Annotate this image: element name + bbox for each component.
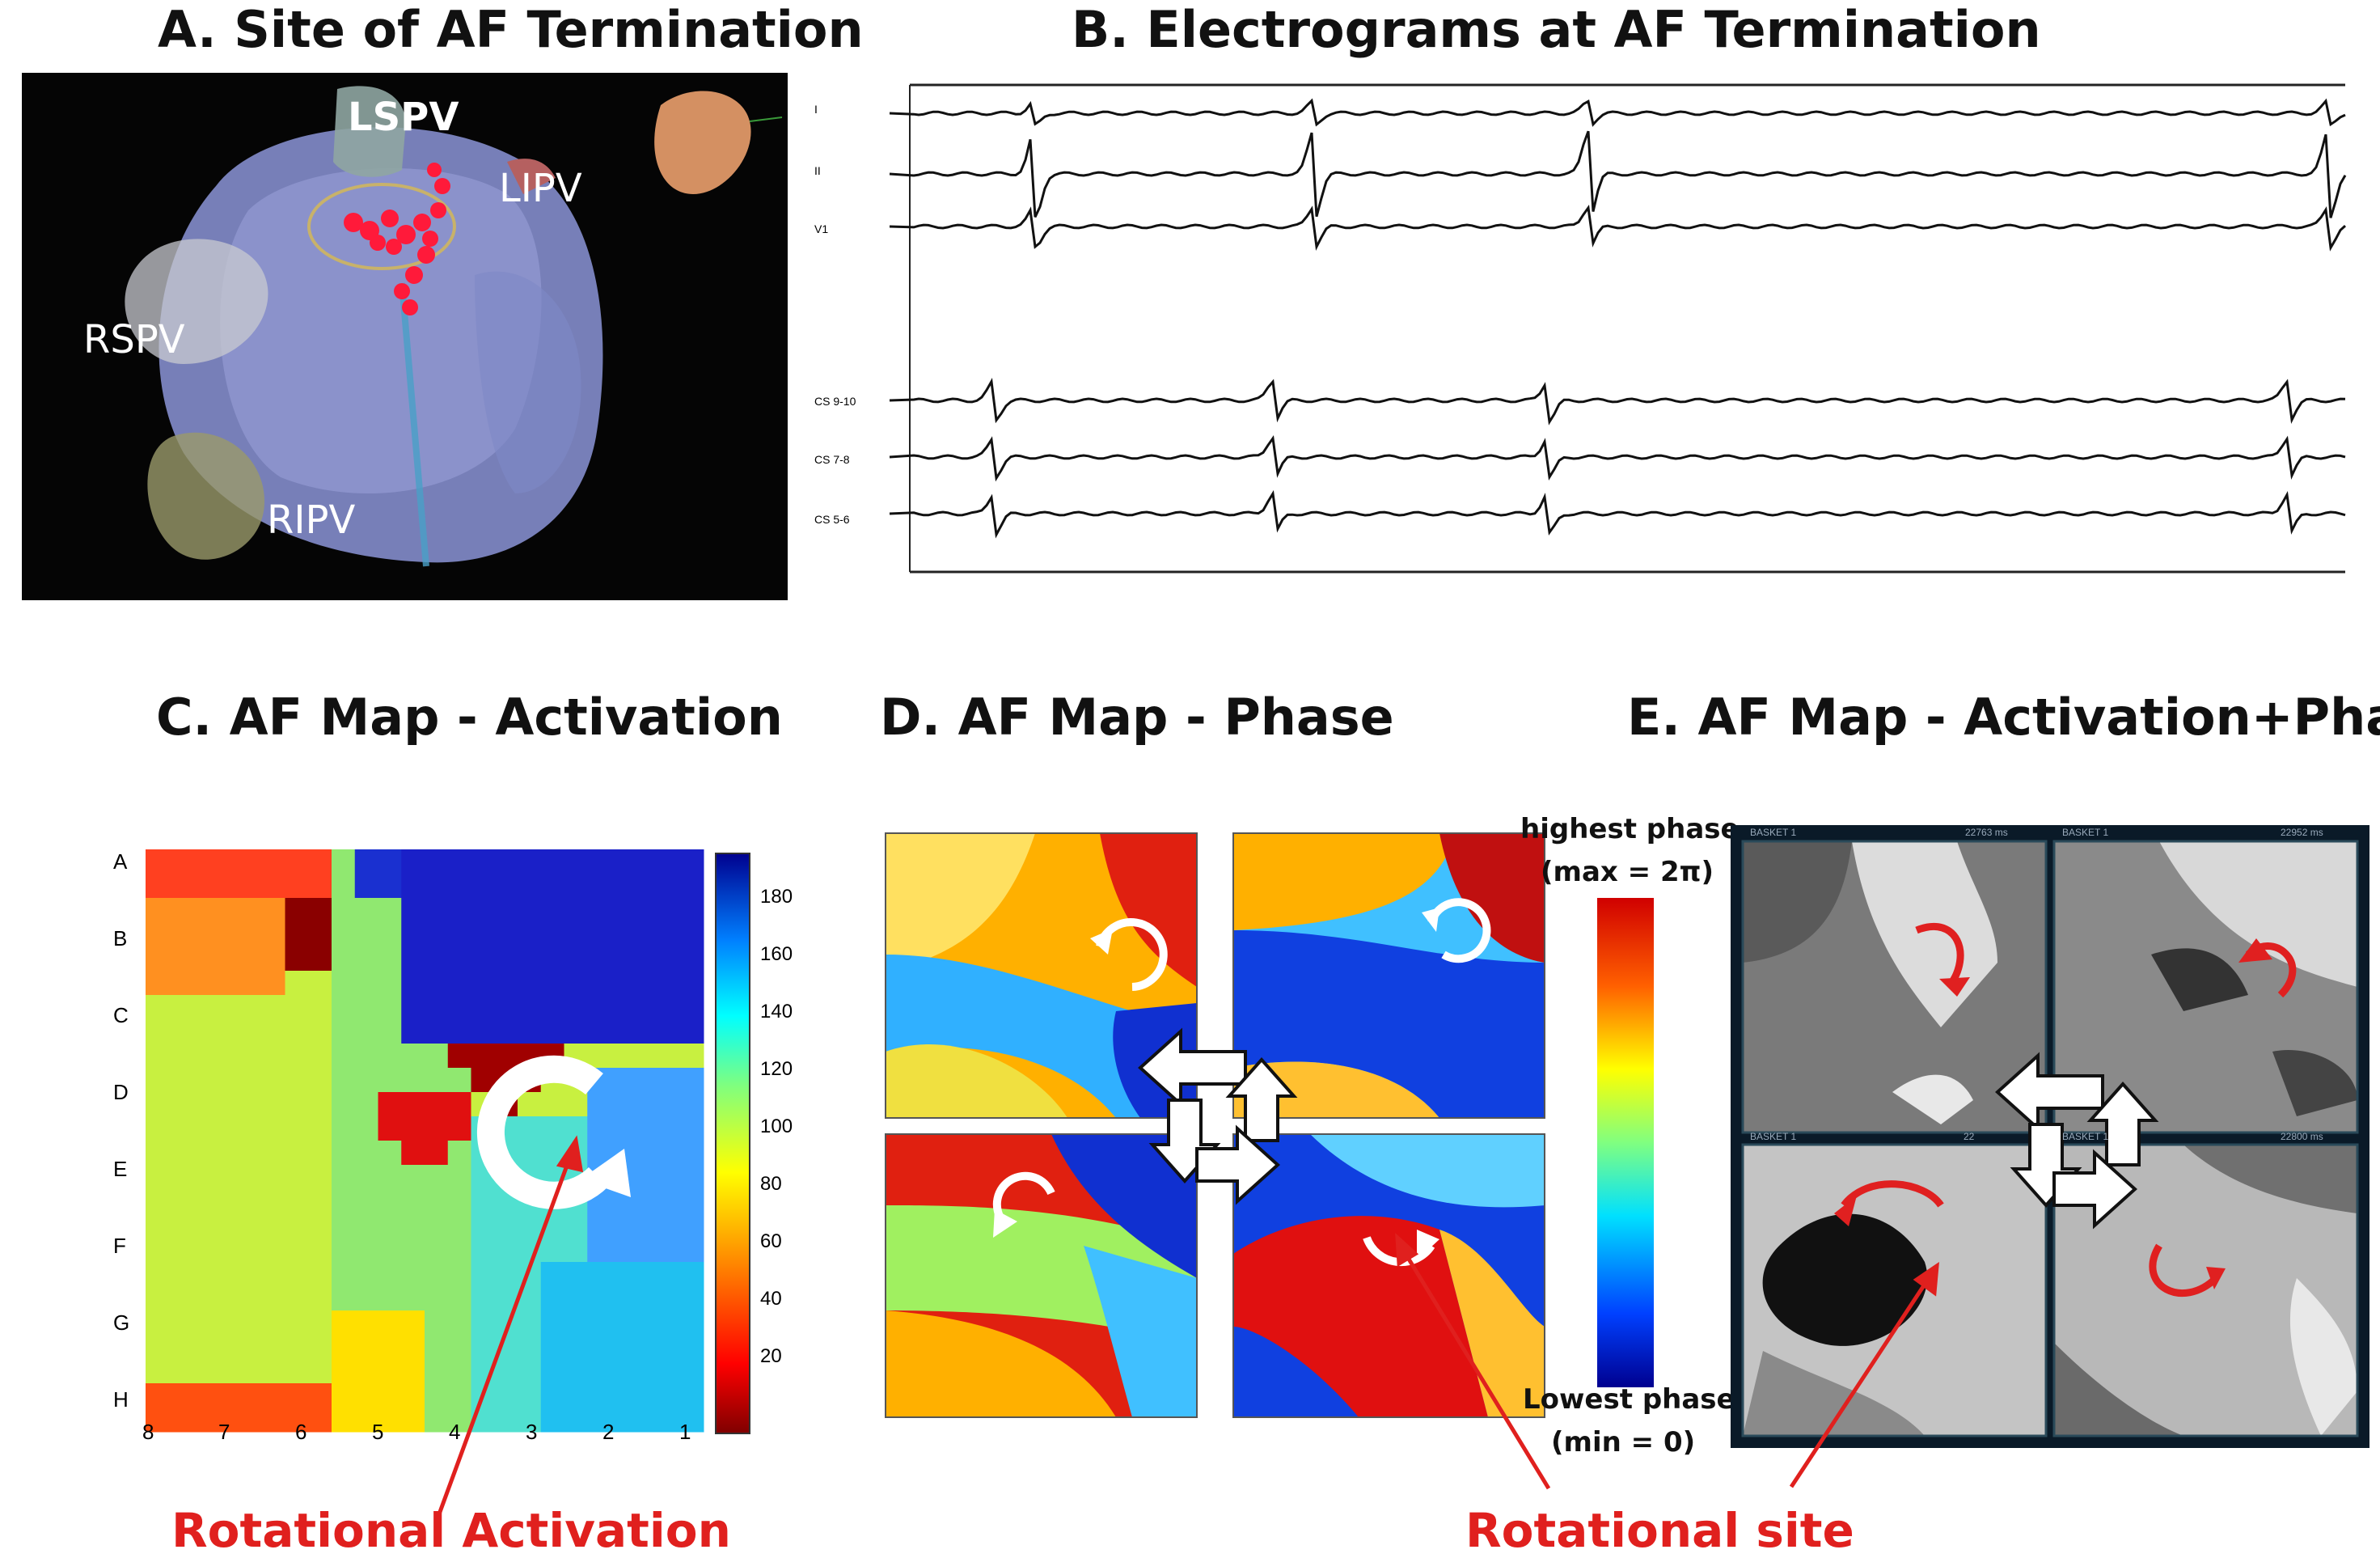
col-label: 8 [142, 1420, 154, 1444]
phase-legend-top-1: highest phase [1520, 813, 1740, 845]
colorbar-tick: 120 [760, 1058, 793, 1080]
label-ripv: RIPV [267, 497, 356, 543]
panel-d-title: D. AF Map - Phase [880, 688, 1394, 747]
phase-legend-bottom-2: (min = 0) [1551, 1426, 1696, 1459]
panel-c-title: C. AF Map - Activation [156, 688, 783, 747]
colorbar-tick: 140 [760, 1001, 793, 1022]
time-label: 22952 ms [2281, 827, 2323, 838]
egm-trace [889, 204, 2347, 252]
panel-b-title: B. Electrograms at AF Termination [1072, 0, 2041, 59]
egm-trace [889, 130, 2347, 218]
row-label: G [113, 1310, 130, 1335]
col-label: 3 [526, 1420, 538, 1444]
panel-d-phase-maps [885, 832, 1654, 1418]
colorbar-tick: 60 [760, 1230, 782, 1252]
phase-legend-top-2: (max = 2π) [1541, 856, 1714, 888]
egm-trace [889, 378, 2346, 425]
colorbar-tick: 40 [760, 1288, 782, 1310]
egm-trace [889, 434, 2346, 482]
time-label: 22763 ms [1965, 827, 2008, 838]
egm-lead-labels: I II V1 CS 9-10 CS 7-8 CS 5-6 [811, 0, 876, 582]
lead-label: CS 9-10 [814, 395, 856, 408]
panel-a-title: A. Site of AF Termination [158, 0, 864, 59]
lead-label: II [814, 164, 821, 177]
colorbar-tick: 20 [760, 1345, 782, 1367]
col-label: 5 [372, 1420, 384, 1444]
label-lspv: LSPV [348, 95, 459, 140]
panel-e-combined-maps [1731, 825, 2369, 1448]
colorbar-ticks: 180 160 140 120 100 80 60 40 20 [760, 886, 809, 1387]
row-label: B [113, 926, 128, 950]
col-label: 7 [218, 1420, 230, 1444]
row-label: E [113, 1157, 128, 1181]
colorbar-tick: 160 [760, 943, 793, 965]
panel-e-title: E. AF Map - Activation+Phase [1627, 688, 2380, 747]
egm-trace [889, 489, 2346, 539]
col-label: 6 [295, 1420, 307, 1444]
panel-c-activation-map [146, 849, 750, 1434]
time-label: 22800 ms [2281, 1131, 2323, 1142]
basket-label: BASKET 1 [1750, 827, 1797, 838]
lead-label: CS 7-8 [814, 453, 850, 466]
label-lipv: LIPV [499, 166, 582, 211]
lead-label: V1 [814, 222, 829, 235]
row-label: D [113, 1080, 129, 1104]
row-label: F [113, 1234, 126, 1258]
basket-label: BASKET 1 [2062, 1131, 2109, 1142]
row-label: H [113, 1387, 129, 1412]
rotational-activation-label: Rotational Activation [171, 1503, 731, 1558]
basket-label: BASKET 1 [2062, 827, 2109, 838]
activation-col-labels: 8 7 6 5 4 3 2 1 [137, 1420, 720, 1452]
lead-label: CS 5-6 [814, 513, 850, 526]
colorbar-tick: 80 [760, 1173, 782, 1195]
time-label: 22 [1964, 1131, 1975, 1142]
colorbar-tick: 100 [760, 1116, 793, 1137]
egm-trace [889, 98, 2346, 127]
row-label: C [113, 1003, 129, 1027]
panel-b-electrograms [809, 77, 2369, 578]
phase-legend-bottom-1: Lowest phase [1523, 1383, 1735, 1416]
row-label: A [113, 849, 128, 874]
combined-map-headers: BASKET 1 22763 ms BASKET 1 22952 ms BASK… [1731, 825, 2369, 1448]
colorbar-tick: 180 [760, 886, 793, 908]
rotational-site-label: Rotational site [1465, 1503, 1854, 1558]
lead-label: I [814, 103, 818, 116]
basket-label: BASKET 1 [1750, 1131, 1797, 1142]
panel-a-anatomy [22, 73, 788, 600]
label-rspv: RSPV [83, 317, 185, 362]
activation-row-labels: A B C D E F G H [113, 833, 146, 1448]
col-label: 4 [449, 1420, 461, 1444]
col-label: 2 [602, 1420, 615, 1444]
col-label: 1 [679, 1420, 691, 1444]
